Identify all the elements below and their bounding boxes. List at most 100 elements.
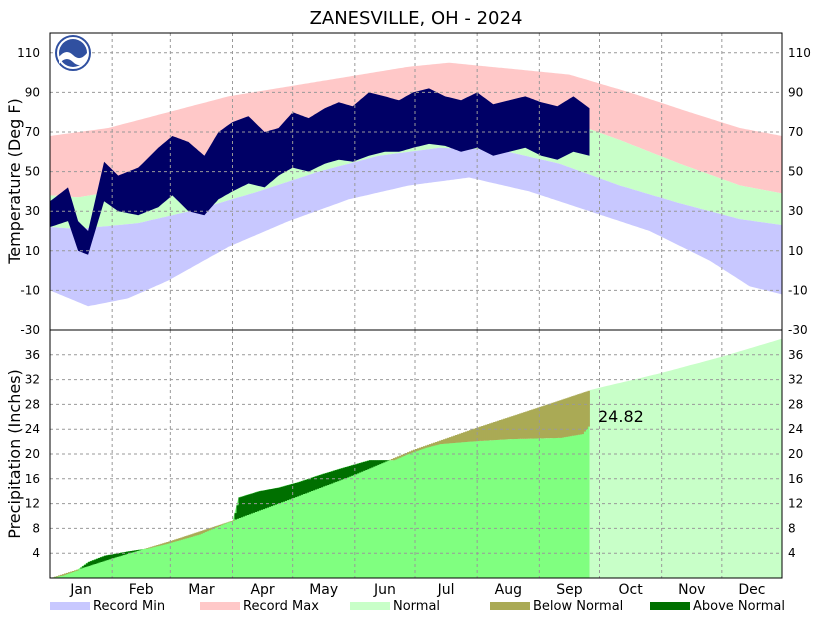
above-normal-segment (322, 473, 326, 487)
chart-title: ZANESVILLE, OH - 2024 (310, 8, 523, 29)
below-normal-segment (72, 571, 75, 572)
below-normal-segment (62, 574, 65, 576)
above-normal-segment (104, 555, 107, 561)
above-normal-segment (110, 554, 113, 559)
above-normal-segment (236, 505, 239, 519)
below-normal-segment (531, 409, 534, 439)
below-normal-segment (539, 406, 542, 439)
above-normal-segment (340, 468, 344, 480)
above-normal-segment (282, 486, 285, 502)
precipitation-plot-frame (49, 329, 783, 579)
below-normal-segment (60, 574, 63, 576)
above-normal-segment (290, 484, 294, 499)
y-tick-label: 28 (788, 397, 803, 411)
below-normal-segment (214, 526, 217, 528)
below-normal-segment (477, 427, 480, 442)
below-normal-segment (483, 425, 486, 441)
below-normal-segment (170, 540, 173, 543)
below-normal-segment (585, 391, 588, 430)
above-normal-segment (286, 485, 289, 501)
month-label: Jan (69, 582, 92, 598)
below-normal-segment (545, 404, 548, 439)
below-normal-segment (401, 454, 404, 457)
month-label: May (309, 582, 338, 598)
above-normal-segment (372, 460, 376, 467)
above-normal-segment (328, 472, 332, 485)
below-normal-segment (523, 412, 526, 439)
y-tick-label: 70 (788, 125, 803, 139)
precipitation-panel: 36 32 28 24 20 16 12 8 4 36 32 28 24 20 16 12 8 4 24.82 (25, 329, 803, 579)
y-tick-label: 24 (25, 422, 40, 436)
above-normal-segment (88, 561, 91, 566)
below-normal-segment (403, 453, 406, 456)
below-normal-segment (543, 405, 546, 439)
precipitation-y-ticks-right: 36 32 28 24 20 16 12 8 4 (788, 348, 803, 560)
precipitation-y-ticks-left: 36 32 28 24 20 16 12 8 4 (25, 348, 40, 560)
y-tick-label: 70 (25, 125, 40, 139)
below-normal-segment (160, 543, 163, 546)
below-normal-segment (441, 439, 444, 444)
below-normal-segment (425, 445, 428, 448)
below-normal-segment (417, 448, 420, 451)
below-normal-segment (194, 532, 197, 536)
observed-temperature-range (50, 88, 590, 255)
y-tick-label: 4 (32, 546, 40, 560)
above-normal-segment (264, 490, 267, 509)
y-tick-label: 20 (788, 447, 803, 461)
legend-label: Below Normal (533, 599, 623, 614)
below-normal-segment (541, 406, 544, 439)
above-normal-segment (378, 460, 382, 465)
below-normal-segment (465, 431, 468, 442)
above-normal-segment (334, 470, 338, 482)
below-normal-segment (176, 538, 179, 541)
record-min-band (50, 147, 782, 307)
y-tick-label: 110 (788, 46, 811, 60)
below-normal-segment (56, 576, 59, 577)
above-normal-segment (364, 461, 368, 470)
above-normal-segment (244, 495, 247, 516)
below-normal-segment (232, 520, 235, 521)
below-normal-segment (152, 546, 155, 548)
below-normal-segment (447, 437, 450, 444)
y-tick-label: -10 (788, 283, 808, 297)
y-tick-label: 50 (788, 165, 803, 179)
month-label: Feb (129, 582, 154, 598)
above-normal-segment (332, 470, 336, 483)
y-tick-label: 32 (25, 373, 40, 387)
below-normal-segment (228, 521, 231, 523)
below-normal-segment (168, 541, 171, 544)
above-normal-segment (100, 557, 103, 562)
below-normal-segment (399, 455, 402, 458)
below-normal-segment (583, 392, 586, 432)
below-normal-segment (457, 434, 460, 443)
above-normal-segment (314, 476, 318, 490)
below-normal-segment (525, 411, 528, 439)
below-normal-segment (515, 414, 518, 439)
above-normal-segment (138, 549, 141, 551)
below-normal-segment (202, 530, 205, 533)
below-normal-segment (575, 394, 578, 436)
below-normal-segment (491, 422, 494, 441)
above-normal-segment (382, 460, 386, 463)
above-normal-segment (256, 491, 259, 512)
above-normal-segment (272, 488, 275, 506)
below-normal-segment (459, 433, 462, 443)
month-label: Oct (618, 582, 643, 598)
above-normal-segment (292, 483, 296, 498)
below-normal-segment (66, 572, 69, 575)
below-normal-segment (493, 422, 496, 441)
below-normal-segment (567, 397, 570, 437)
below-normal-segment (180, 537, 183, 540)
below-normal-segment (521, 412, 524, 439)
y-tick-label: 50 (25, 165, 40, 179)
y-tick-label: 90 (788, 85, 803, 99)
precipitation-y-axis-label: Precipitation (Inches) (5, 369, 24, 539)
above-normal-segment (356, 463, 360, 474)
above-normal-segment (118, 553, 121, 557)
below-normal-segment (409, 451, 412, 454)
below-normal-segment (204, 529, 207, 532)
temperature-y-ticks-right: 110 90 70 50 30 10 -10 -30 (788, 46, 811, 337)
below-normal-segment (537, 407, 540, 439)
below-normal-segment (579, 393, 582, 435)
below-normal-segment (208, 528, 211, 531)
